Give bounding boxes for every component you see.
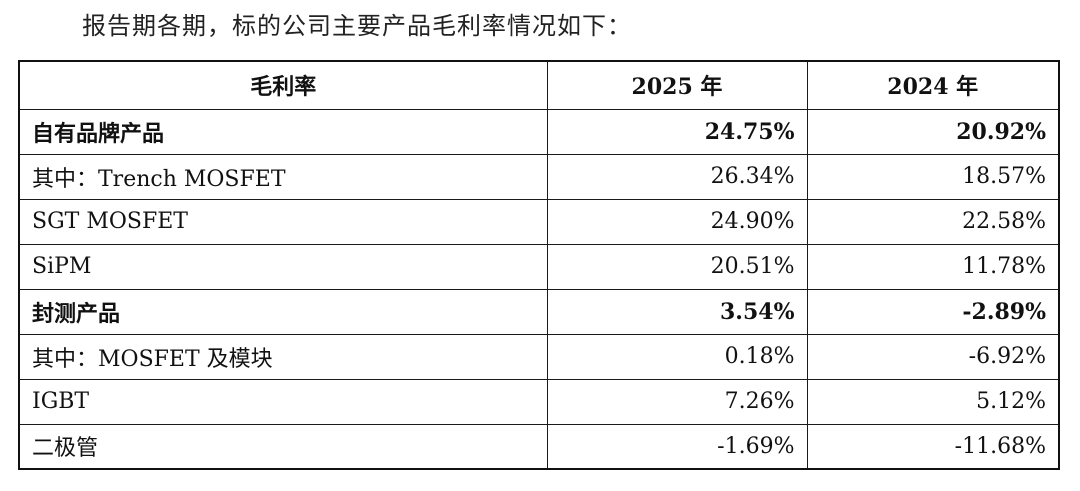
row-label: IGBT <box>18 378 548 425</box>
table-row: 其中：Trench MOSFET 26.34% 18.57% <box>18 153 1060 200</box>
value-2024: -11.68% <box>806 423 1060 470</box>
value-2024: -2.89% <box>806 288 1060 335</box>
row-label: 自有品牌产品 <box>18 108 548 155</box>
value-2024: -6.92% <box>806 333 1060 380</box>
header-gross-margin: 毛利率 <box>18 60 548 110</box>
value-2025: 24.90% <box>546 198 808 245</box>
table-row: SiPM 20.51% 11.78% <box>18 243 1060 290</box>
table-row: 自有品牌产品 24.75% 20.92% <box>18 108 1060 155</box>
value-2024: 11.78% <box>806 243 1060 290</box>
value-2025: -1.69% <box>546 423 808 470</box>
value-2025: 3.54% <box>546 288 808 335</box>
row-label: SiPM <box>18 243 548 290</box>
value-2024: 22.58% <box>806 198 1060 245</box>
header-2024: 2024 年 <box>806 60 1060 110</box>
value-2024: 5.12% <box>806 378 1060 425</box>
value-2025: 7.26% <box>546 378 808 425</box>
row-label: 封测产品 <box>18 288 548 335</box>
value-2024: 18.57% <box>806 153 1060 200</box>
value-2024: 20.92% <box>806 108 1060 155</box>
value-2025: 26.34% <box>546 153 808 200</box>
row-label: SGT MOSFET <box>18 198 548 245</box>
table-header-row: 毛利率 2025 年 2024 年 <box>18 60 1060 110</box>
value-2025: 24.75% <box>546 108 808 155</box>
table-row: 封测产品 3.54% -2.89% <box>18 288 1060 335</box>
table-row: 二极管 -1.69% -11.68% <box>18 423 1060 470</box>
table-row: 其中：MOSFET 及模块 0.18% -6.92% <box>18 333 1060 380</box>
value-2025: 0.18% <box>546 333 808 380</box>
row-label: 其中：Trench MOSFET <box>18 153 548 200</box>
table-row: SGT MOSFET 24.90% 22.58% <box>18 198 1060 245</box>
gross-margin-table: 毛利率 2025 年 2024 年 自有品牌产品 24.75% 20.92% 其… <box>18 60 1060 470</box>
value-2025: 20.51% <box>546 243 808 290</box>
table-row: IGBT 7.26% 5.12% <box>18 378 1060 425</box>
row-label: 二极管 <box>18 423 548 470</box>
row-label: 其中：MOSFET 及模块 <box>18 333 548 380</box>
intro-paragraph: 报告期各期，标的公司主要产品毛利率情况如下： <box>82 12 632 40</box>
header-2025: 2025 年 <box>546 60 808 110</box>
